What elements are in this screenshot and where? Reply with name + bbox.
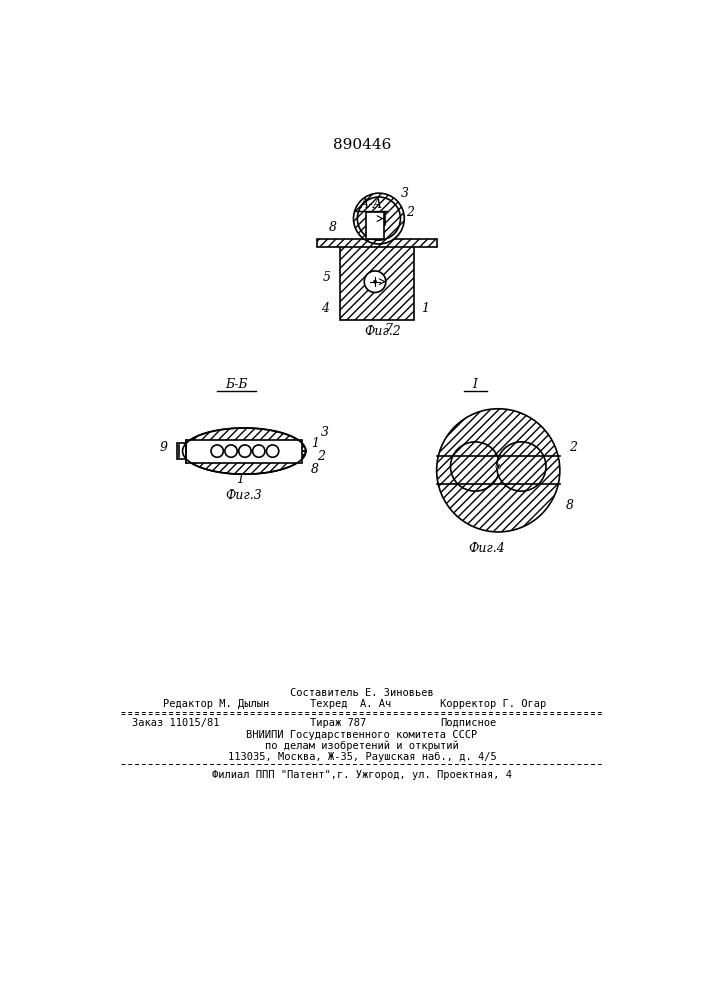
Circle shape <box>357 197 400 240</box>
Text: 9: 9 <box>159 441 168 454</box>
Polygon shape <box>182 428 305 451</box>
Text: 2: 2 <box>317 450 325 463</box>
Text: 4: 4 <box>321 302 329 315</box>
Circle shape <box>354 193 404 244</box>
Text: по делам изобретений и открытий: по делам изобретений и открытий <box>265 741 459 751</box>
Circle shape <box>252 445 265 457</box>
Bar <box>373 212 385 225</box>
Text: Редактор М. Дылын: Редактор М. Дылын <box>163 699 269 709</box>
Text: Фиг.4: Фиг.4 <box>468 542 505 555</box>
Text: 8: 8 <box>566 499 574 512</box>
Text: 1: 1 <box>421 302 429 315</box>
Text: ВНИИПИ Государственного комитета СССР: ВНИИПИ Государственного комитета СССР <box>246 730 477 740</box>
Circle shape <box>239 445 251 457</box>
Polygon shape <box>182 451 305 474</box>
Circle shape <box>373 280 377 283</box>
Text: 2: 2 <box>406 206 414 219</box>
Circle shape <box>497 465 499 468</box>
Text: Тираж 787: Тираж 787 <box>310 718 366 728</box>
Text: А-А: А-А <box>360 198 382 211</box>
Text: 113035, Москва, Ж-35, Раушская наб., д. 4/5: 113035, Москва, Ж-35, Раушская наб., д. … <box>228 752 496 762</box>
Bar <box>366 212 385 239</box>
Text: 7: 7 <box>385 323 392 336</box>
Circle shape <box>364 271 386 292</box>
Bar <box>317 239 437 247</box>
Text: 890446: 890446 <box>333 138 391 152</box>
Bar <box>187 440 302 463</box>
Text: Составитель Е. Зиновьев: Составитель Е. Зиновьев <box>290 688 434 698</box>
Text: 2: 2 <box>569 441 577 454</box>
Text: Фиг.3: Фиг.3 <box>226 489 262 502</box>
Text: Фиг.2: Фиг.2 <box>364 325 401 338</box>
Circle shape <box>496 464 501 469</box>
Bar <box>177 443 187 459</box>
Text: 8: 8 <box>311 463 319 476</box>
Text: Б-Б: Б-Б <box>226 378 247 391</box>
Text: 5: 5 <box>322 271 331 284</box>
Text: Корректор Г. Огар: Корректор Г. Огар <box>440 699 547 709</box>
Bar <box>340 243 414 320</box>
Text: 1: 1 <box>311 437 319 450</box>
Text: Заказ 11015/81: Заказ 11015/81 <box>132 718 220 728</box>
Circle shape <box>225 445 238 457</box>
Circle shape <box>450 442 500 491</box>
Text: 1: 1 <box>236 473 245 486</box>
Text: Техред  А. Ач: Техред А. Ач <box>310 699 391 709</box>
Circle shape <box>437 409 560 532</box>
Text: 3: 3 <box>321 426 329 439</box>
Circle shape <box>267 445 279 457</box>
Text: 8: 8 <box>329 221 337 234</box>
Text: Подписное: Подписное <box>440 718 497 728</box>
Text: I: I <box>473 378 478 391</box>
Circle shape <box>497 442 546 491</box>
Circle shape <box>211 445 223 457</box>
Text: Филиал ППП "Патент",г. Ужгород, ул. Проектная, 4: Филиал ППП "Патент",г. Ужгород, ул. Прое… <box>212 770 512 780</box>
Text: 3: 3 <box>400 187 409 200</box>
